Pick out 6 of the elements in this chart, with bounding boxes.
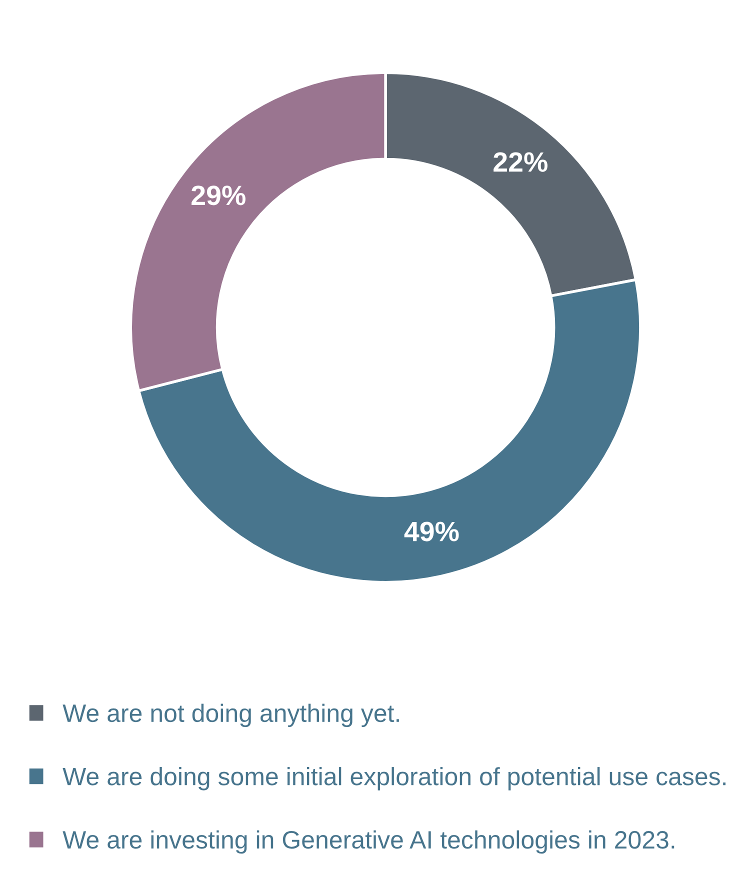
data-label: 29% (192, 186, 246, 206)
legend-label: We are not doing anything yet. (62, 704, 399, 728)
data-label: 49% (404, 522, 459, 542)
data-label: 22% (494, 152, 548, 172)
legend-label: We are doing some initial exploration of potential use cases. (62, 767, 726, 790)
legend-label: We are investing in Generative AI technologies in 2023. (62, 830, 674, 854)
